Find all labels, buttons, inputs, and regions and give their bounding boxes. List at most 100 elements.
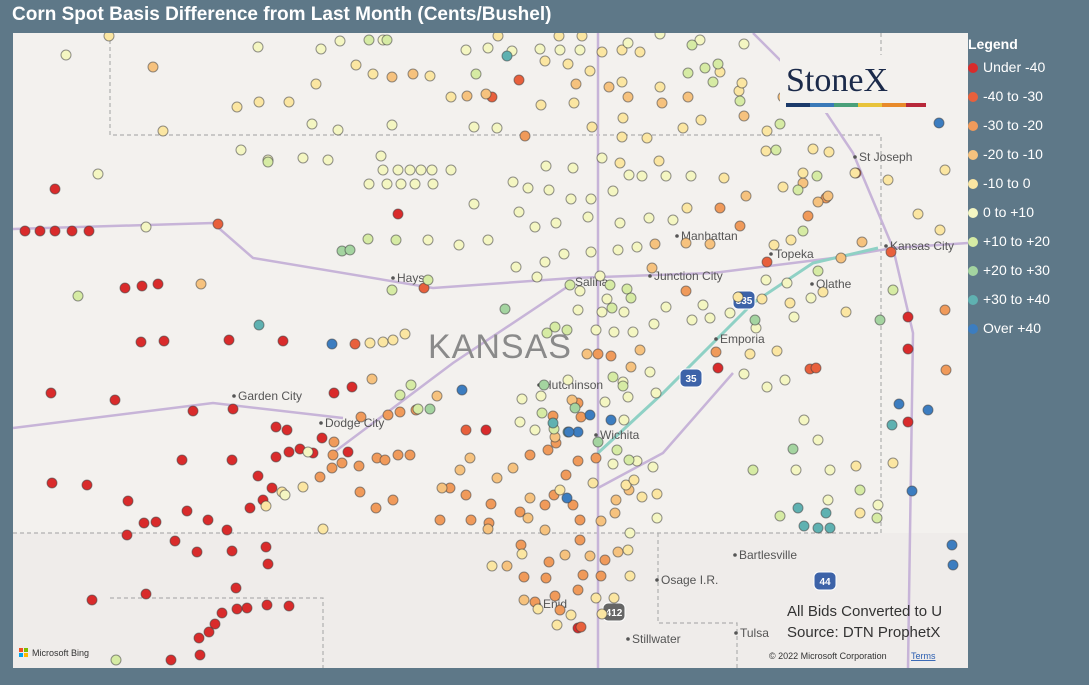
bid-dot [622, 544, 634, 556]
bid-dot [567, 499, 579, 511]
bid-dot [790, 464, 802, 476]
terms-link[interactable]: Terms [911, 651, 936, 661]
bid-dot [415, 164, 427, 176]
bid-dot [306, 118, 318, 130]
bid-dot [771, 345, 783, 357]
bid-dot [261, 599, 273, 611]
bid-dot [681, 202, 693, 214]
bid-dot [590, 452, 602, 464]
bid-dot [515, 539, 527, 551]
legend-label: +10 to +20 [983, 233, 1050, 249]
bid-dot [824, 522, 836, 534]
bid-dot [326, 462, 338, 474]
bid-dot [386, 71, 398, 83]
bid-dot [647, 461, 659, 473]
bid-dot [644, 366, 656, 378]
bid-dot [519, 130, 531, 142]
bid-dot [241, 602, 253, 614]
bid-dot [405, 379, 417, 391]
bid-dot [302, 446, 314, 458]
bid-dot [191, 546, 203, 558]
legend-item: +10 to +20 [968, 233, 1050, 249]
bid-dot [424, 70, 436, 82]
bid-dot [460, 424, 472, 436]
bid-dot [355, 411, 367, 423]
bid-dot [574, 534, 586, 546]
bid-dot [677, 122, 689, 134]
bid-dot [618, 414, 630, 426]
city-label: Bartlesville [739, 548, 797, 562]
bid-dot [202, 514, 214, 526]
bid-dot [854, 484, 866, 496]
highway-shield [813, 571, 837, 591]
bid-dot [532, 603, 544, 615]
bid-dot [270, 421, 282, 433]
bid-dot [140, 221, 152, 233]
bid-dot [83, 225, 95, 237]
bid-dot [634, 46, 646, 58]
bid-dot [606, 302, 618, 314]
bid-dot [939, 304, 951, 316]
bid-dot [596, 306, 608, 318]
bid-dot [92, 168, 104, 180]
bid-dot [736, 77, 748, 89]
legend-label: +30 to +40 [983, 291, 1050, 307]
bid-dot [718, 172, 730, 184]
bid-dot [262, 558, 274, 570]
bid-dot [680, 285, 692, 297]
oklahoma-area [13, 533, 968, 668]
city-dot [319, 421, 323, 425]
bid-dot [147, 61, 159, 73]
bid-dot [412, 403, 424, 415]
bid-dot [850, 460, 862, 472]
bid-dot [328, 436, 340, 448]
bid-dot [628, 474, 640, 486]
legend-label: Under -40 [983, 59, 1046, 75]
bid-dot [283, 446, 295, 458]
legend-swatch [968, 324, 978, 334]
legend-title: Legend [968, 36, 1018, 52]
bid-dot [366, 373, 378, 385]
bid-dot [887, 457, 899, 469]
bid-dot [617, 112, 629, 124]
bid-dot [353, 460, 365, 472]
bid-dot [596, 46, 608, 58]
bid-dot [768, 239, 780, 251]
bid-dot [812, 196, 824, 208]
bid-dot [81, 479, 93, 491]
bid-dot [49, 183, 61, 195]
bid-dot [616, 76, 628, 88]
city-label: Kansas City [890, 239, 954, 253]
bid-dot [570, 78, 582, 90]
bid-dot [574, 285, 586, 297]
bid-dot [534, 43, 546, 55]
city-label: Dodge City [325, 416, 384, 430]
bid-dot [252, 470, 264, 482]
city-label: Osage I.R. [661, 573, 718, 587]
bid-dot [805, 292, 817, 304]
bid-dot [454, 464, 466, 476]
bid-dot [386, 284, 398, 296]
bid-dot [394, 389, 406, 401]
bid-dot [426, 164, 438, 176]
bid-dot [802, 210, 814, 222]
copyright: © 2022 Microsoft Corporation [769, 651, 887, 661]
bid-dot [564, 279, 576, 291]
note: All Bids Converted to U [787, 603, 942, 620]
bid-dot [797, 225, 809, 237]
bid-dot [617, 380, 629, 392]
bid-dot [574, 514, 586, 526]
bid-dot [491, 122, 503, 134]
bid-dot [738, 110, 750, 122]
bid-dot [226, 545, 238, 557]
bid-dot [922, 404, 934, 416]
bid-dot [641, 132, 653, 144]
bid-dot [367, 68, 379, 80]
bid-dot [592, 348, 604, 360]
bid-dot [326, 338, 338, 350]
bid-dot [807, 143, 819, 155]
bid-dot [382, 409, 394, 421]
bid-dot [558, 248, 570, 260]
bid-dot [774, 510, 786, 522]
